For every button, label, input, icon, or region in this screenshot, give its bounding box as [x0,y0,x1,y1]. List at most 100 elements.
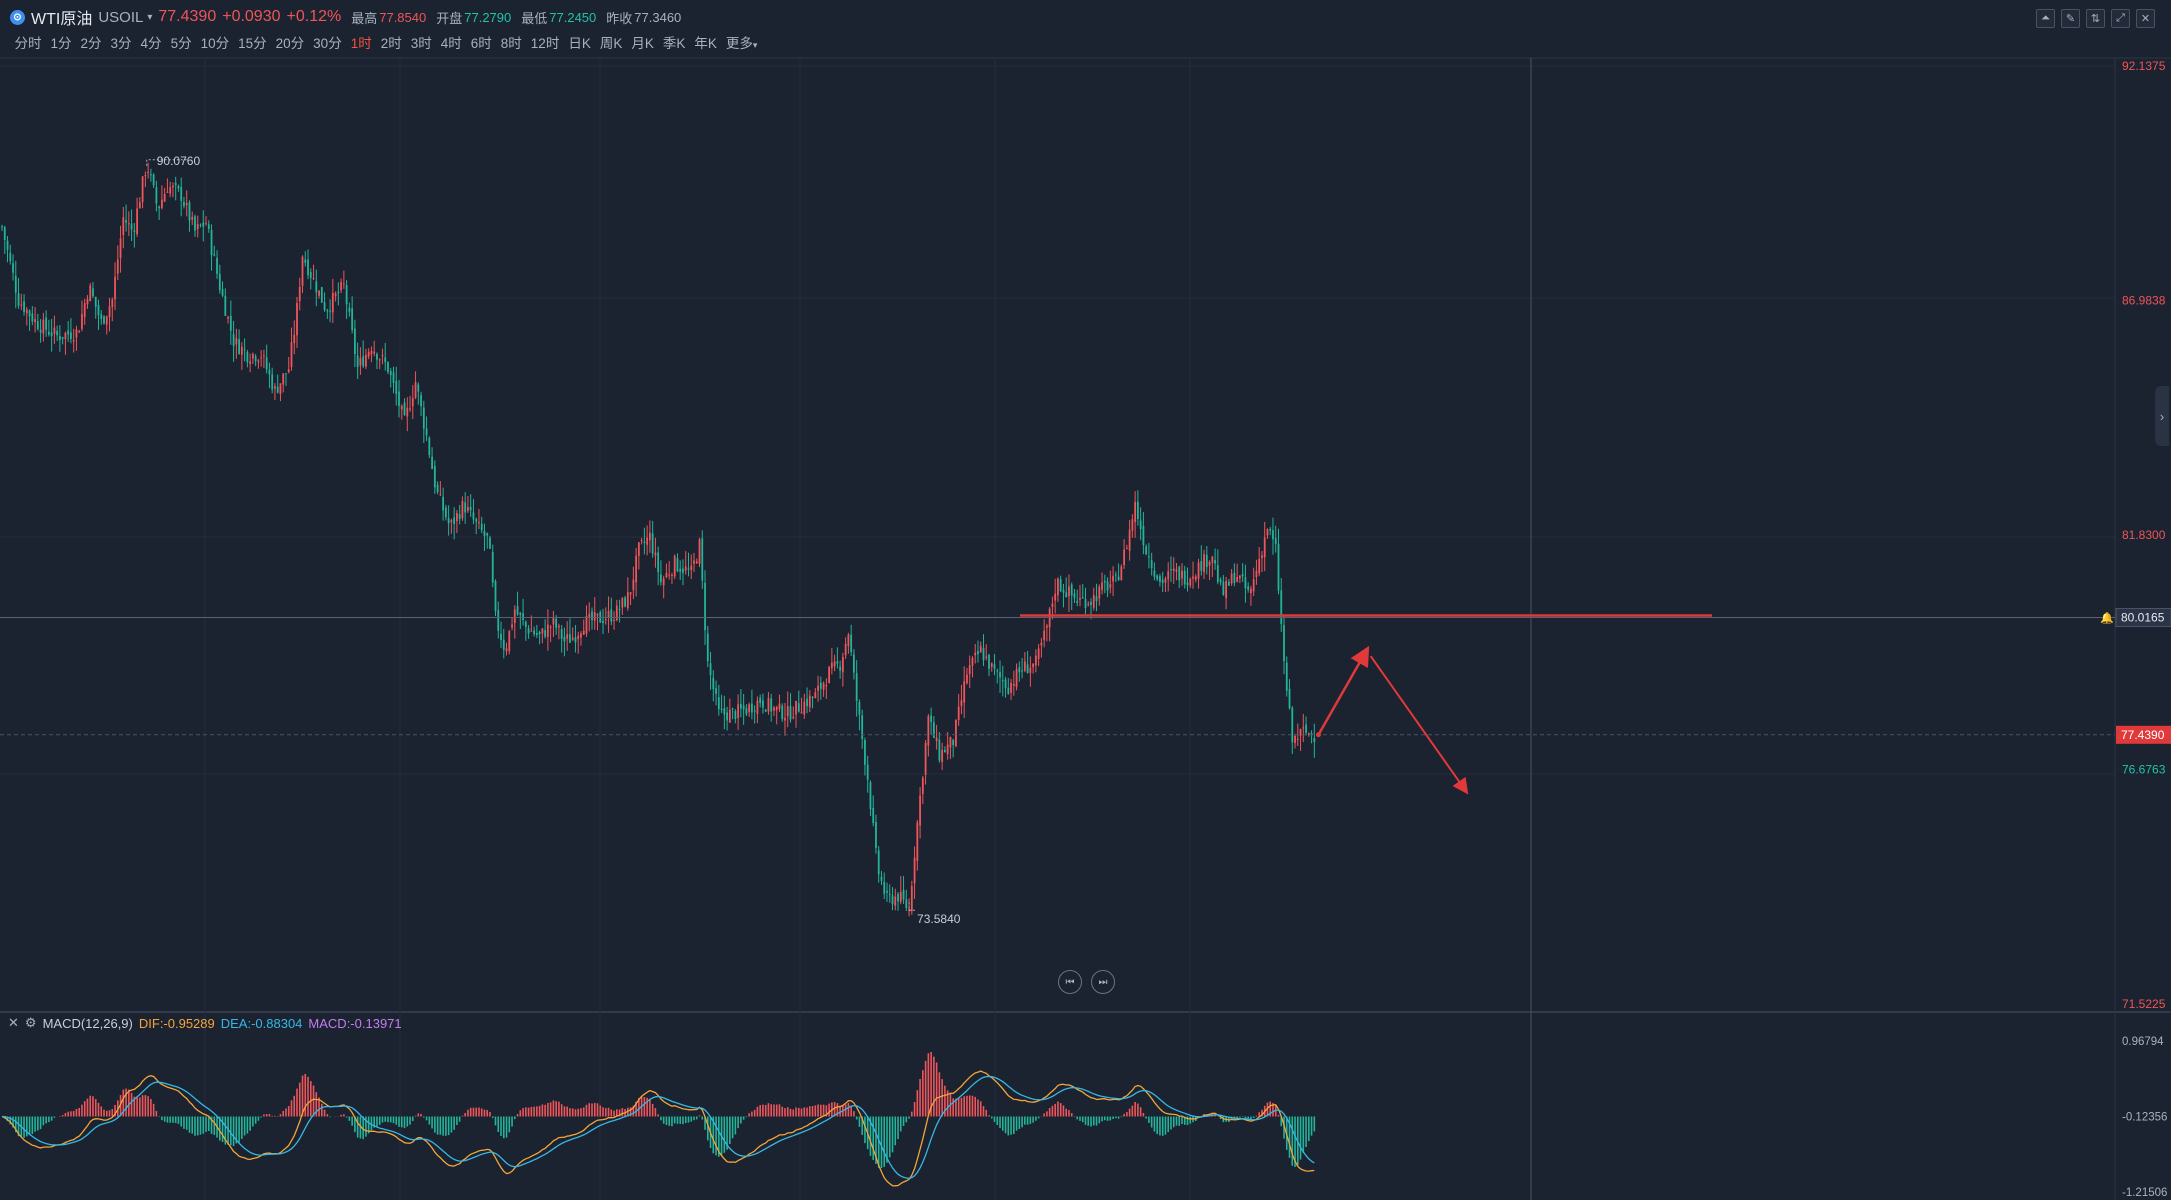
high-marker-line [146,159,187,166]
candle-body [1010,682,1012,693]
candle-body [996,670,999,672]
symbol-name[interactable]: WTI原油 [31,11,93,28]
candle-body [119,238,122,259]
period-22[interactable]: 更多▾ [725,36,758,51]
indicator-icon[interactable]: ⇅ [2086,9,2105,28]
coin-icon: ⊙ [10,9,25,25]
more-chevron-icon: ▾ [752,40,758,50]
candle-body [210,229,213,256]
period-6[interactable]: 10分 [200,36,230,51]
period-15[interactable]: 8时 [500,36,522,51]
candle-body [356,355,359,368]
candle-body [626,592,629,609]
candle-body [839,666,842,671]
candle-body [847,634,850,646]
candle-body [866,764,869,780]
candle-body [422,407,425,429]
candle-body [1285,662,1288,691]
candle-body [274,386,276,389]
candle-body [938,739,941,761]
candle-body [1161,579,1164,583]
candle-body [530,630,533,632]
candle-body [246,351,249,363]
fullscreen-icon[interactable]: ⤢ [2111,9,2130,28]
period-1[interactable]: 1分 [50,36,72,51]
candle-body [1305,724,1307,733]
period-21[interactable]: 年K [694,36,717,51]
period-16[interactable]: 12时 [530,36,560,51]
candle-body [701,538,704,581]
period-5[interactable]: 5分 [170,36,192,51]
candle-body [14,275,17,293]
period-7[interactable]: 15分 [238,36,267,51]
candle-body [158,206,161,209]
candle-body [1291,707,1294,743]
candle-body [770,698,773,712]
candle-body [28,310,31,317]
candle-body [764,709,767,712]
candle-body [199,224,202,226]
chevron-right-icon[interactable]: › [2155,386,2169,446]
crosshair-price-label: 80.0165 [2121,611,2165,625]
period-2[interactable]: 2分 [80,36,102,51]
period-10[interactable]: 1时 [350,36,372,51]
symbol-code[interactable]: USOIL [98,8,144,26]
candle-body [1208,562,1211,566]
period-12[interactable]: 3时 [410,36,432,51]
candle-body [271,374,274,390]
candle-body [1197,562,1200,579]
candle-body [309,272,312,278]
candle-body [872,807,875,824]
candle-body [786,706,789,717]
candle-body [817,685,819,691]
candle-body [1139,520,1142,530]
period-13[interactable]: 4时 [440,36,462,51]
candle-body [185,202,188,206]
candle-body [42,319,45,334]
period-20[interactable]: 季K [662,36,686,51]
candle-body [546,624,549,637]
price-change-percent: +0.12% [286,8,342,25]
candle-body [811,697,814,699]
period-0[interactable]: 分时 [14,36,42,51]
candle-body [604,619,607,621]
period-11[interactable]: 2时 [380,36,402,51]
period-17[interactable]: 日K [568,36,591,51]
candle-body [263,355,265,357]
candle-body [569,634,571,643]
period-3[interactable]: 3分 [110,36,132,51]
low-value: 77.2450 [549,9,597,25]
close-icon[interactable]: ✕ [8,1015,19,1030]
candle-body [651,533,654,554]
candle-body [127,223,130,225]
candle-body [23,301,25,313]
scroll-to-end-button[interactable]: ⏭ [1091,970,1115,994]
period-14[interactable]: 6时 [470,36,492,51]
draw-pen-icon[interactable]: ✎ [2061,9,2080,28]
candle-body [1068,586,1070,597]
candle-body [53,327,56,334]
gear-icon[interactable]: ⚙ [24,1015,37,1030]
candle-body [968,665,971,675]
period-4[interactable]: 4分 [140,36,162,51]
candle-body [373,351,376,354]
candle-body [519,612,522,615]
candle-body [260,357,263,359]
candle-body [921,777,924,794]
period-19[interactable]: 月K [631,36,654,51]
scroll-to-start-button[interactable]: ⏮ [1058,970,1082,994]
candle-body [64,332,67,340]
candle-body [458,514,461,519]
line-chart-icon[interactable]: ⏶ [2036,9,2055,28]
chevron-down-icon[interactable]: ▾ [147,11,153,23]
candle-body [97,305,100,316]
candle-body [125,220,127,223]
period-9[interactable]: 30分 [313,36,342,51]
candle-body [756,700,759,714]
candle-body [673,556,676,577]
period-18[interactable]: 周K [599,36,623,51]
period-8[interactable]: 20分 [275,36,305,51]
macd-header: ✕ ⚙ MACD(12,26,9) DIF:-0.95289 DEA:-0.88… [8,1013,402,1033]
close-icon[interactable]: ✕ [2136,9,2155,28]
